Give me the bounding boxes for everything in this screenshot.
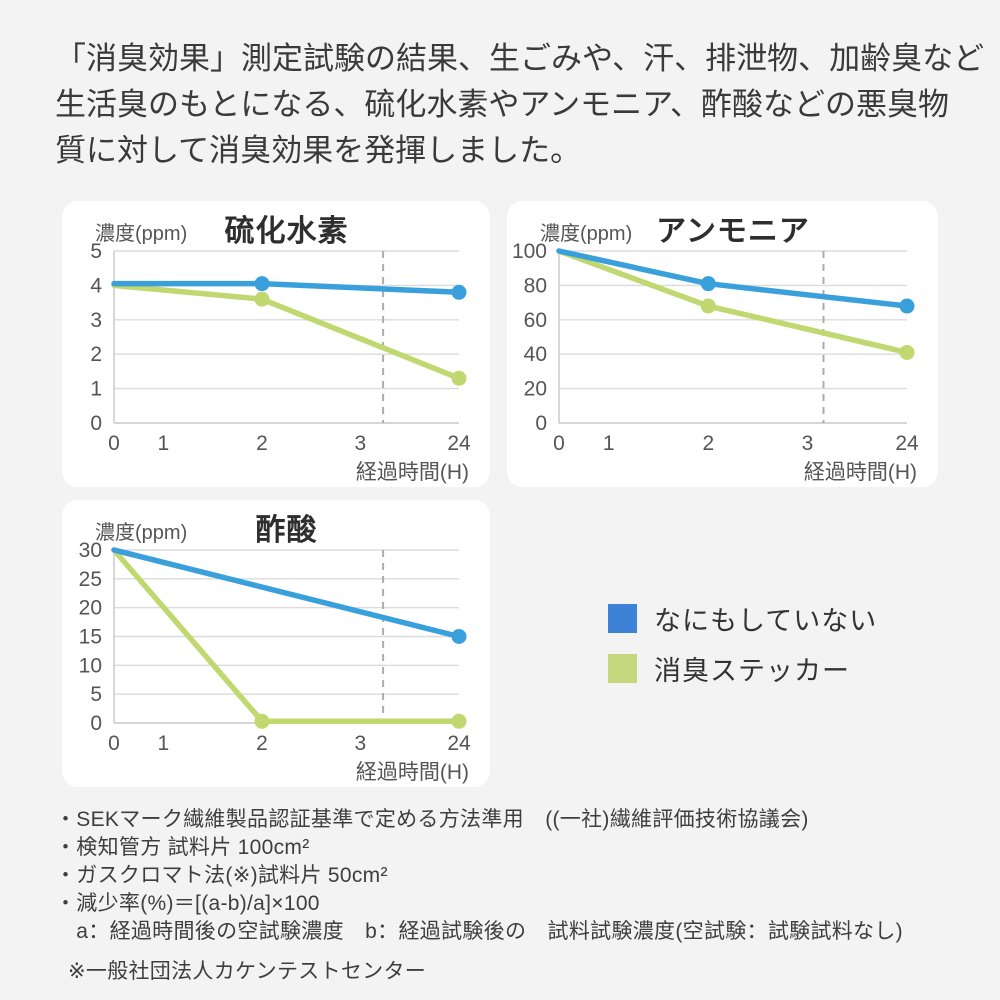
data-point-green xyxy=(899,344,915,360)
y-tick-label: 15 xyxy=(79,626,102,649)
footnote-test-center: ※一般社団法人カケンテストセンター xyxy=(68,960,427,983)
legend-swatch-blue xyxy=(608,604,637,633)
y-tick-label: 5 xyxy=(90,240,102,263)
x-tick-label: 2 xyxy=(256,432,268,455)
legend-swatch-green xyxy=(608,654,637,683)
x-tick-label: 1 xyxy=(157,432,169,455)
y-tick-label: 4 xyxy=(90,274,102,297)
y-tick-label: 0 xyxy=(90,712,102,735)
footnote-line: ・減少率(%)＝[(a-b)/a]×100 xyxy=(55,892,320,915)
x-tick-label: 24 xyxy=(895,432,919,455)
legend: なにもしていない 消臭ステッカー xyxy=(608,604,877,704)
x-tick-label: 0 xyxy=(108,432,120,455)
y-tick-label: 5 xyxy=(90,683,102,706)
chart-title: アンモニア xyxy=(656,215,810,248)
y-tick-label: 20 xyxy=(524,378,547,401)
y-tick-label: 80 xyxy=(524,274,547,297)
series-line-blue xyxy=(111,547,462,640)
chart-y-axis-unit: 濃度(ppm) xyxy=(95,222,187,245)
x-tick-label: 24 xyxy=(447,732,471,755)
x-tick-label: 3 xyxy=(354,432,366,455)
legend-item-untreated: なにもしていない xyxy=(608,604,877,636)
y-tick-label: 0 xyxy=(535,412,547,435)
chart-x-axis-label: 経過時間(H) xyxy=(804,461,917,484)
chart-x-axis-label: 経過時間(H) xyxy=(356,461,469,484)
x-tick-label: 0 xyxy=(108,732,120,755)
y-tick-label: 100 xyxy=(512,240,547,263)
data-point-green xyxy=(254,291,270,307)
y-tick-label: 10 xyxy=(79,654,102,677)
header-line: 「消臭効果」測定試験の結果、生ごみや、汗、排泄物、加齢臭など xyxy=(55,41,985,76)
y-tick-label: 25 xyxy=(79,568,102,591)
chart-card-ammonia: 0 20 40 60 80 100 0 1 2 3 24 濃度(ppm) アンモニア経過時間(H) xyxy=(507,201,938,487)
x-tick-label: 1 xyxy=(157,732,169,755)
y-tick-label: 40 xyxy=(524,343,547,366)
data-point-blue xyxy=(451,284,467,300)
footnote-line: ・ガスクロマト法(※)試料片 50cm² xyxy=(55,864,388,887)
series-line-green xyxy=(111,547,462,725)
data-point-blue xyxy=(254,276,270,292)
series-line-blue xyxy=(556,248,910,309)
chart-title: 酢酸 xyxy=(256,514,318,547)
legend-item-deodorant-sticker: 消臭ステッカー xyxy=(608,654,877,686)
y-tick-label: 20 xyxy=(79,597,102,620)
y-tick-label: 1 xyxy=(90,378,102,401)
header-text: 「消臭効果」測定試験の結果、生ごみや、汗、排泄物、加齢臭など 生活臭のもとになる… xyxy=(55,36,984,174)
chart-y-axis-unit: 濃度(ppm) xyxy=(95,521,187,544)
legend-label-deodorant-sticker: 消臭ステッカー xyxy=(654,656,850,686)
x-tick-label: 0 xyxy=(553,432,565,455)
chart-x-axis-label: 経過時間(H) xyxy=(356,761,469,784)
x-tick-label: 3 xyxy=(354,732,366,755)
data-point-blue xyxy=(899,298,915,314)
chart-card-acetic-acid: 0 5 10 15 20 25 30 0 1 2 3 24 濃度(ppm) 酢酸経過時間(H) xyxy=(62,500,490,787)
series-line-green xyxy=(111,282,462,382)
x-tick-label: 3 xyxy=(802,432,814,455)
data-point-green xyxy=(700,298,716,314)
y-tick-label: 30 xyxy=(79,539,102,562)
footnote-line: ・検知管方 試料片 100cm² xyxy=(55,836,310,859)
header-line: 質に対して消臭効果を発揮しました。 xyxy=(55,133,582,168)
footnote-line: a：経過時間後の空試験濃度 b：経過試験後の 試料試験濃度(空試験：試験試料なし… xyxy=(55,920,903,943)
x-tick-label: 2 xyxy=(256,732,268,755)
chart-y-axis-unit: 濃度(ppm) xyxy=(540,222,632,245)
x-tick-label: 2 xyxy=(702,432,714,455)
legend-label-untreated: なにもしていない xyxy=(654,606,878,636)
y-tick-label: 0 xyxy=(90,412,102,435)
data-point-blue xyxy=(451,629,467,644)
y-tick-label: 3 xyxy=(90,309,102,332)
header-line: 生活臭のもとになる、硫化水素やアンモニア、酢酸などの悪臭物 xyxy=(55,87,950,122)
chart-card-hydrogen-sulfide: 0 1 2 3 4 5 0 1 2 3 24 濃度(ppm) 硫化水素経過時間(H) xyxy=(62,201,490,487)
data-point-green xyxy=(451,713,467,729)
chart-title: 硫化水素 xyxy=(225,214,349,248)
data-point-blue xyxy=(700,276,716,292)
y-tick-label: 60 xyxy=(524,309,547,332)
data-point-green xyxy=(451,370,467,386)
footnote-line: ・SEKマーク繊維製品認証基準で定める方法準用 ((一社)繊維評価技術協議会) xyxy=(55,808,809,831)
x-tick-label: 1 xyxy=(603,432,615,455)
data-point-green xyxy=(254,713,270,729)
footnotes: ・SEKマーク繊維製品認証基準で定める方法準用 ((一社)繊維評価技術協議会) … xyxy=(55,806,903,986)
x-tick-label: 24 xyxy=(447,432,471,455)
y-tick-label: 2 xyxy=(90,343,102,366)
